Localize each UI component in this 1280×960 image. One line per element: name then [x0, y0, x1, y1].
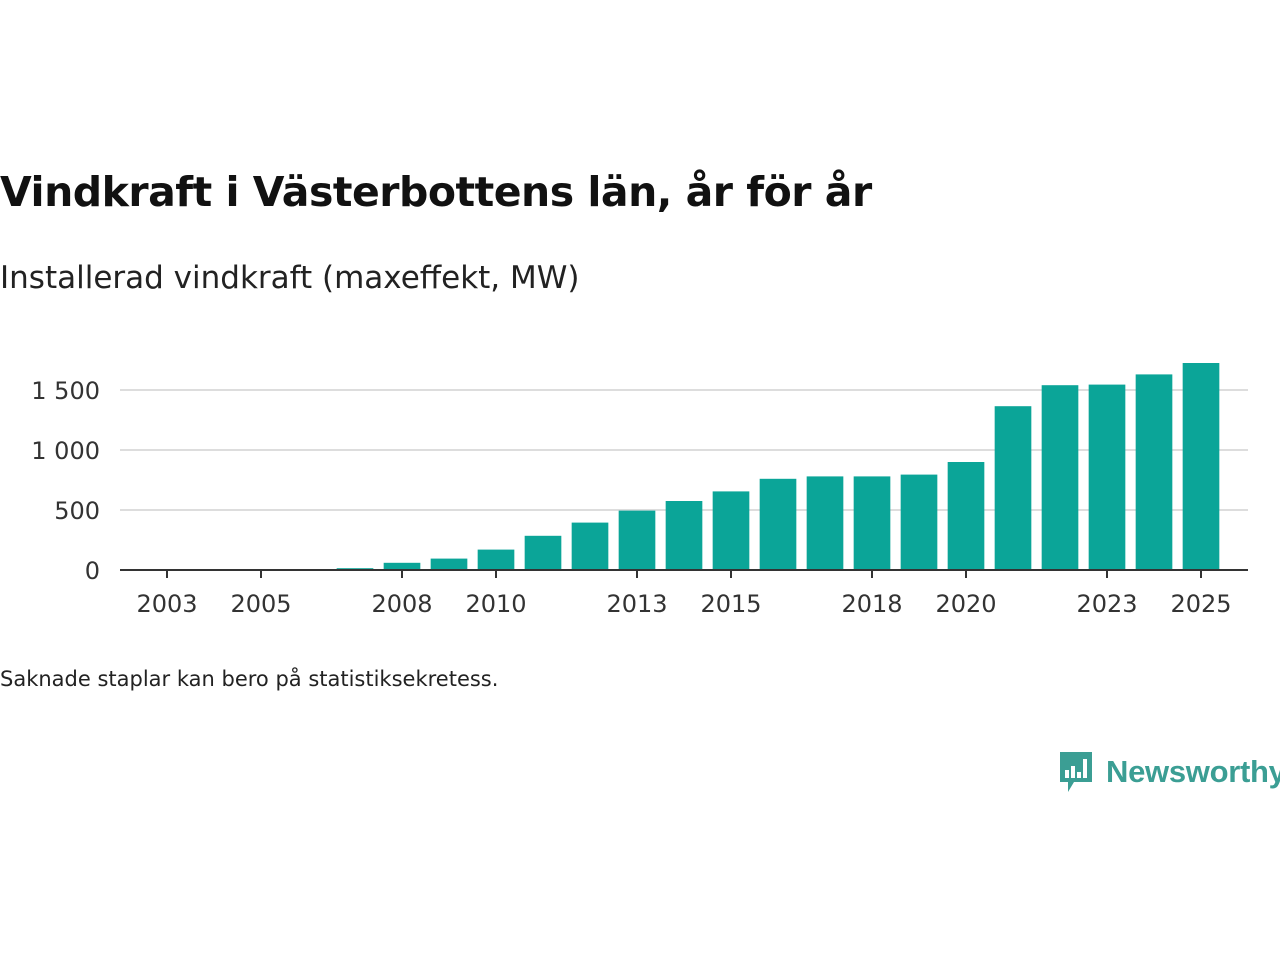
gridlines: [120, 389, 1248, 511]
bar-2015: 2015: 655: [712, 491, 750, 570]
x-tick-label: 2005: [230, 590, 291, 618]
bar-2021: 2021: 1365: [994, 406, 1032, 570]
bar-2008: 2008: 60: [383, 562, 421, 570]
bar-2025: 2025: 1725: [1182, 363, 1220, 570]
chart-title: Vindkraft i Västerbottens län, år för år: [0, 168, 872, 216]
x-tick-label: 2003: [136, 590, 197, 618]
bar-2010: 2010: 170: [477, 549, 515, 570]
newsworthy-brand: Newsworthy: [1058, 748, 1280, 796]
bar-chart: 2003: 02004: 02005: 02006: 02007: 152008…: [31, 363, 1248, 618]
x-tick-label: 2020: [935, 590, 996, 618]
y-tick-label: 1 500: [31, 377, 100, 405]
bar-2020: 2020: 900: [947, 462, 985, 570]
bar-2023: 2023: 1545: [1088, 384, 1126, 570]
bar-2011: 2011: 285: [524, 535, 562, 570]
y-tick-label: 0: [85, 557, 100, 585]
brand-name: Newsworthy: [1106, 754, 1280, 789]
y-tick-label: 1 000: [31, 437, 100, 465]
bar-2024: 2024: 1630: [1135, 374, 1173, 570]
x-tick-label: 2015: [700, 590, 761, 618]
x-tick-label: 2010: [465, 590, 526, 618]
x-tick-label: 2018: [841, 590, 902, 618]
newsworthy-logo-icon: [1060, 752, 1092, 792]
x-tick-label: 2008: [371, 590, 432, 618]
bar-2016: 2016: 760: [759, 478, 797, 570]
x-tick-label: 2013: [606, 590, 667, 618]
chart-subtitle: Installerad vindkraft (maxeffekt, MW): [0, 260, 580, 296]
footnote: Saknade staplar kan bero på statistiksek…: [0, 667, 499, 691]
bar-2018: 2018: 780: [853, 476, 891, 570]
x-tick-label: 2025: [1170, 590, 1231, 618]
bar-2009: 2009: 95: [430, 558, 468, 570]
x-tick-label: 2023: [1076, 590, 1137, 618]
bar-2013: 2013: 495: [618, 510, 656, 570]
bar-2014: 2014: 575: [665, 501, 703, 570]
axes: 0 500 1 000 1 500 2003 2005 2008 2010 2013 2015 20…: [31, 377, 1248, 618]
bar-2022: 2022: 1540: [1041, 385, 1079, 570]
bar-series: 2003: 02004: 02005: 02006: 02007: 152008…: [336, 363, 1220, 570]
bar-2012: 2012: 395: [571, 522, 609, 570]
bar-2017: 2017: 780: [806, 476, 844, 570]
y-tick-label: 500: [54, 497, 100, 525]
bar-2019: 2019: 795: [900, 474, 938, 570]
